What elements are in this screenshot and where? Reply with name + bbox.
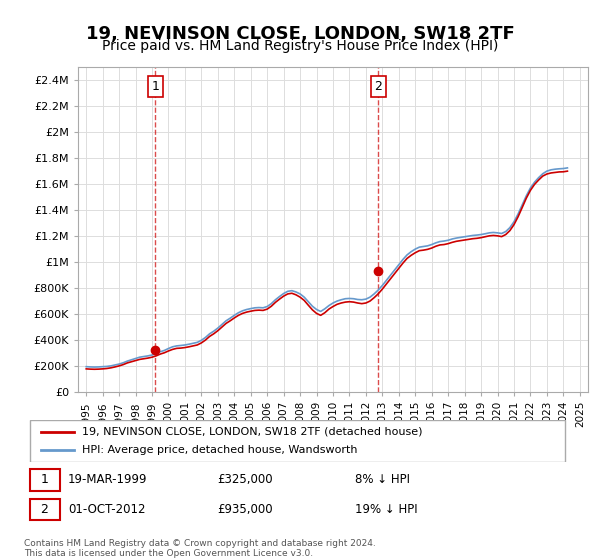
FancyBboxPatch shape bbox=[29, 469, 60, 491]
Text: 8% ↓ HPI: 8% ↓ HPI bbox=[355, 473, 410, 487]
Text: HPI: Average price, detached house, Wandsworth: HPI: Average price, detached house, Wand… bbox=[82, 445, 358, 455]
Text: 2: 2 bbox=[374, 80, 382, 93]
Text: 19-MAR-1999: 19-MAR-1999 bbox=[68, 473, 148, 487]
Text: £935,000: £935,000 bbox=[217, 503, 273, 516]
Text: 19, NEVINSON CLOSE, LONDON, SW18 2TF (detached house): 19, NEVINSON CLOSE, LONDON, SW18 2TF (de… bbox=[82, 427, 422, 437]
Text: 2: 2 bbox=[40, 503, 49, 516]
Text: 1: 1 bbox=[40, 473, 49, 487]
Text: 19, NEVINSON CLOSE, LONDON, SW18 2TF: 19, NEVINSON CLOSE, LONDON, SW18 2TF bbox=[86, 25, 514, 43]
Text: Contains HM Land Registry data © Crown copyright and database right 2024.
This d: Contains HM Land Registry data © Crown c… bbox=[24, 539, 376, 558]
Text: 01-OCT-2012: 01-OCT-2012 bbox=[68, 503, 146, 516]
Text: 19% ↓ HPI: 19% ↓ HPI bbox=[355, 503, 418, 516]
Text: £325,000: £325,000 bbox=[217, 473, 273, 487]
Text: Price paid vs. HM Land Registry's House Price Index (HPI): Price paid vs. HM Land Registry's House … bbox=[102, 39, 498, 53]
Text: 1: 1 bbox=[152, 80, 160, 93]
FancyBboxPatch shape bbox=[29, 421, 565, 462]
FancyBboxPatch shape bbox=[29, 499, 60, 520]
